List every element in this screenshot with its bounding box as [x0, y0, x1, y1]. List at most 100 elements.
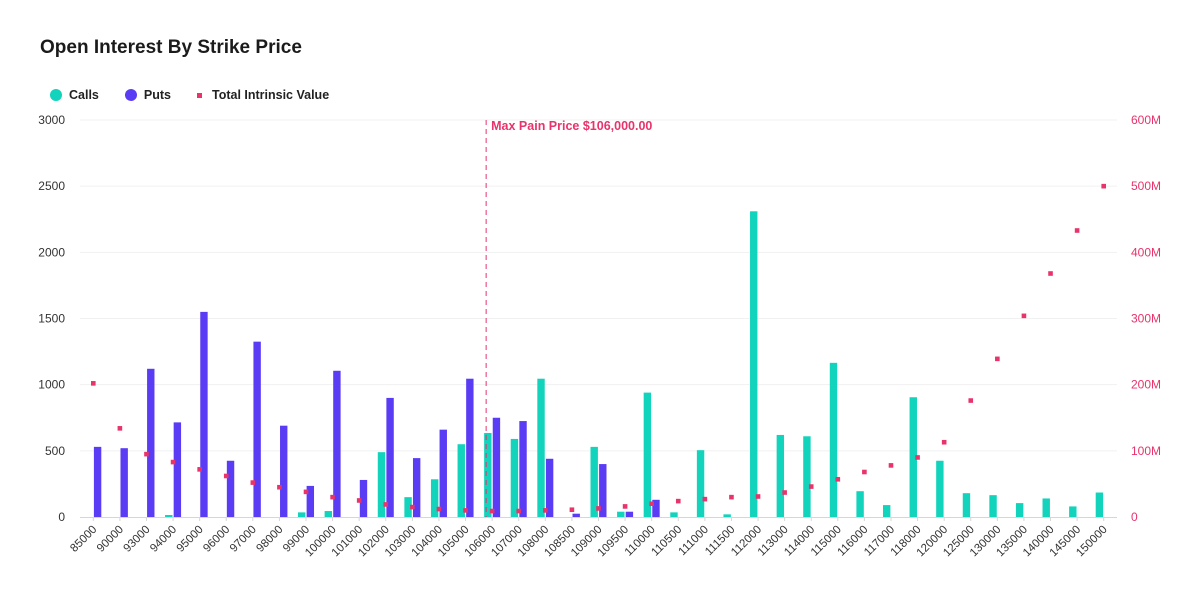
calls-bar	[298, 512, 306, 517]
intrinsic-point	[596, 506, 601, 511]
intrinsic-swatch	[196, 92, 202, 98]
left-tick-label: 0	[58, 510, 65, 524]
calls-bar	[696, 450, 705, 517]
x-tick-label: 85000	[68, 524, 99, 555]
calls-bar	[457, 444, 465, 517]
puts-bar	[333, 370, 341, 517]
intrinsic-point	[808, 484, 814, 489]
puts-bar	[519, 421, 527, 517]
right-tick-label: 400M	[1131, 245, 1161, 259]
left-tick-label: 1500	[38, 312, 65, 326]
intrinsic-points	[90, 183, 1107, 514]
legend-label-calls: Calls	[69, 88, 99, 102]
intrinsic-point	[356, 498, 362, 503]
calls-bar	[829, 362, 838, 517]
intrinsic-point	[250, 480, 256, 485]
legend-label-puts: Puts	[143, 88, 171, 102]
intrinsic-point	[755, 494, 761, 499]
legend: Calls Puts Total Intrinsic Value	[50, 88, 355, 102]
right-tick-label: 100M	[1131, 444, 1161, 458]
intrinsic-point	[569, 507, 575, 513]
puts-bar	[412, 458, 421, 517]
calls-bar	[537, 378, 545, 517]
intrinsic-point	[782, 490, 787, 495]
right-tick-label: 300M	[1131, 312, 1161, 326]
intrinsic-point	[622, 504, 628, 509]
intrinsic-point	[995, 356, 1000, 362]
calls-bar	[377, 452, 386, 517]
intrinsic-point	[968, 398, 974, 403]
x-tick-label: 94000	[148, 524, 179, 555]
legend-item-intrinsic[interactable]: Total Intrinsic Value	[196, 88, 329, 102]
puts-bar	[492, 417, 501, 517]
intrinsic-point	[649, 501, 654, 507]
right-tick-label: 0	[1131, 510, 1138, 524]
calls-bar	[723, 514, 731, 517]
puts-swatch	[124, 89, 137, 101]
right-tick-label: 500M	[1131, 179, 1161, 193]
calls-bar	[430, 479, 439, 517]
puts-bar	[173, 422, 182, 517]
max-pain-marker: Max Pain Price $106,000.00	[485, 119, 652, 517]
intrinsic-point	[888, 463, 894, 468]
chart-title: Open Interest By Strike Price	[40, 37, 302, 58]
calls-bar	[670, 512, 678, 517]
puts-bar	[226, 460, 235, 517]
intrinsic-point	[383, 502, 389, 507]
intrinsic-point	[675, 498, 681, 504]
left-tick-label: 2500	[38, 179, 65, 193]
puts-bar	[280, 425, 288, 517]
intrinsic-point	[1074, 228, 1080, 233]
x-axis: 8500090000930009400095000960009700098000…	[68, 517, 1117, 559]
puts-bar	[147, 368, 155, 517]
calls-bar	[590, 446, 598, 517]
bars	[93, 211, 1104, 517]
left-tick-label: 3000	[38, 113, 65, 127]
calls-bar	[404, 497, 412, 517]
right-tick-label: 200M	[1131, 378, 1161, 392]
puts-bar	[386, 397, 394, 517]
left-axis: 0 500 1000 1500 2000 2500 3000	[38, 113, 65, 524]
calls-bar	[1095, 492, 1104, 517]
x-tick-label: 90000	[95, 524, 126, 555]
x-tick-label: 98000	[254, 524, 285, 555]
calls-bar	[617, 511, 625, 517]
calls-bar	[803, 436, 811, 517]
calls-bar	[856, 491, 864, 517]
calls-bar	[1015, 503, 1024, 517]
puts-bar	[93, 446, 102, 517]
calls-bar	[962, 493, 971, 517]
intrinsic-point	[489, 508, 495, 514]
intrinsic-point	[90, 381, 96, 386]
intrinsic-point	[463, 508, 468, 513]
puts-bar	[439, 429, 447, 517]
calls-bar	[750, 211, 758, 517]
puts-bar	[306, 485, 315, 517]
calls-bar	[909, 397, 917, 517]
calls-bar	[882, 505, 891, 517]
intrinsic-point	[1101, 183, 1107, 189]
left-tick-label: 500	[45, 444, 65, 458]
legend-item-puts[interactable]: Puts	[124, 88, 171, 102]
intrinsic-point	[702, 496, 708, 502]
intrinsic-point	[197, 467, 202, 472]
x-tick-label: 96000	[201, 524, 232, 555]
puts-bar	[599, 464, 607, 517]
intrinsic-point	[303, 489, 309, 495]
intrinsic-point	[516, 508, 522, 514]
calls-bar	[776, 434, 785, 517]
intrinsic-point	[543, 508, 548, 513]
intrinsic-point	[223, 473, 229, 479]
right-axis: 0 100M 200M 300M 400M 500M 600M	[1131, 113, 1161, 524]
max-pain-label: Max Pain Price $106,000.00	[491, 119, 652, 133]
calls-swatch	[50, 89, 62, 101]
puts-bar	[466, 378, 474, 517]
intrinsic-point	[1021, 313, 1027, 319]
x-tick-label: 95000	[175, 524, 206, 555]
intrinsic-point	[862, 469, 867, 475]
intrinsic-point	[915, 455, 920, 460]
puts-bar	[359, 479, 368, 517]
legend-item-calls[interactable]: Calls	[50, 88, 99, 102]
intrinsic-point	[170, 459, 176, 465]
calls-bar	[1042, 498, 1050, 517]
